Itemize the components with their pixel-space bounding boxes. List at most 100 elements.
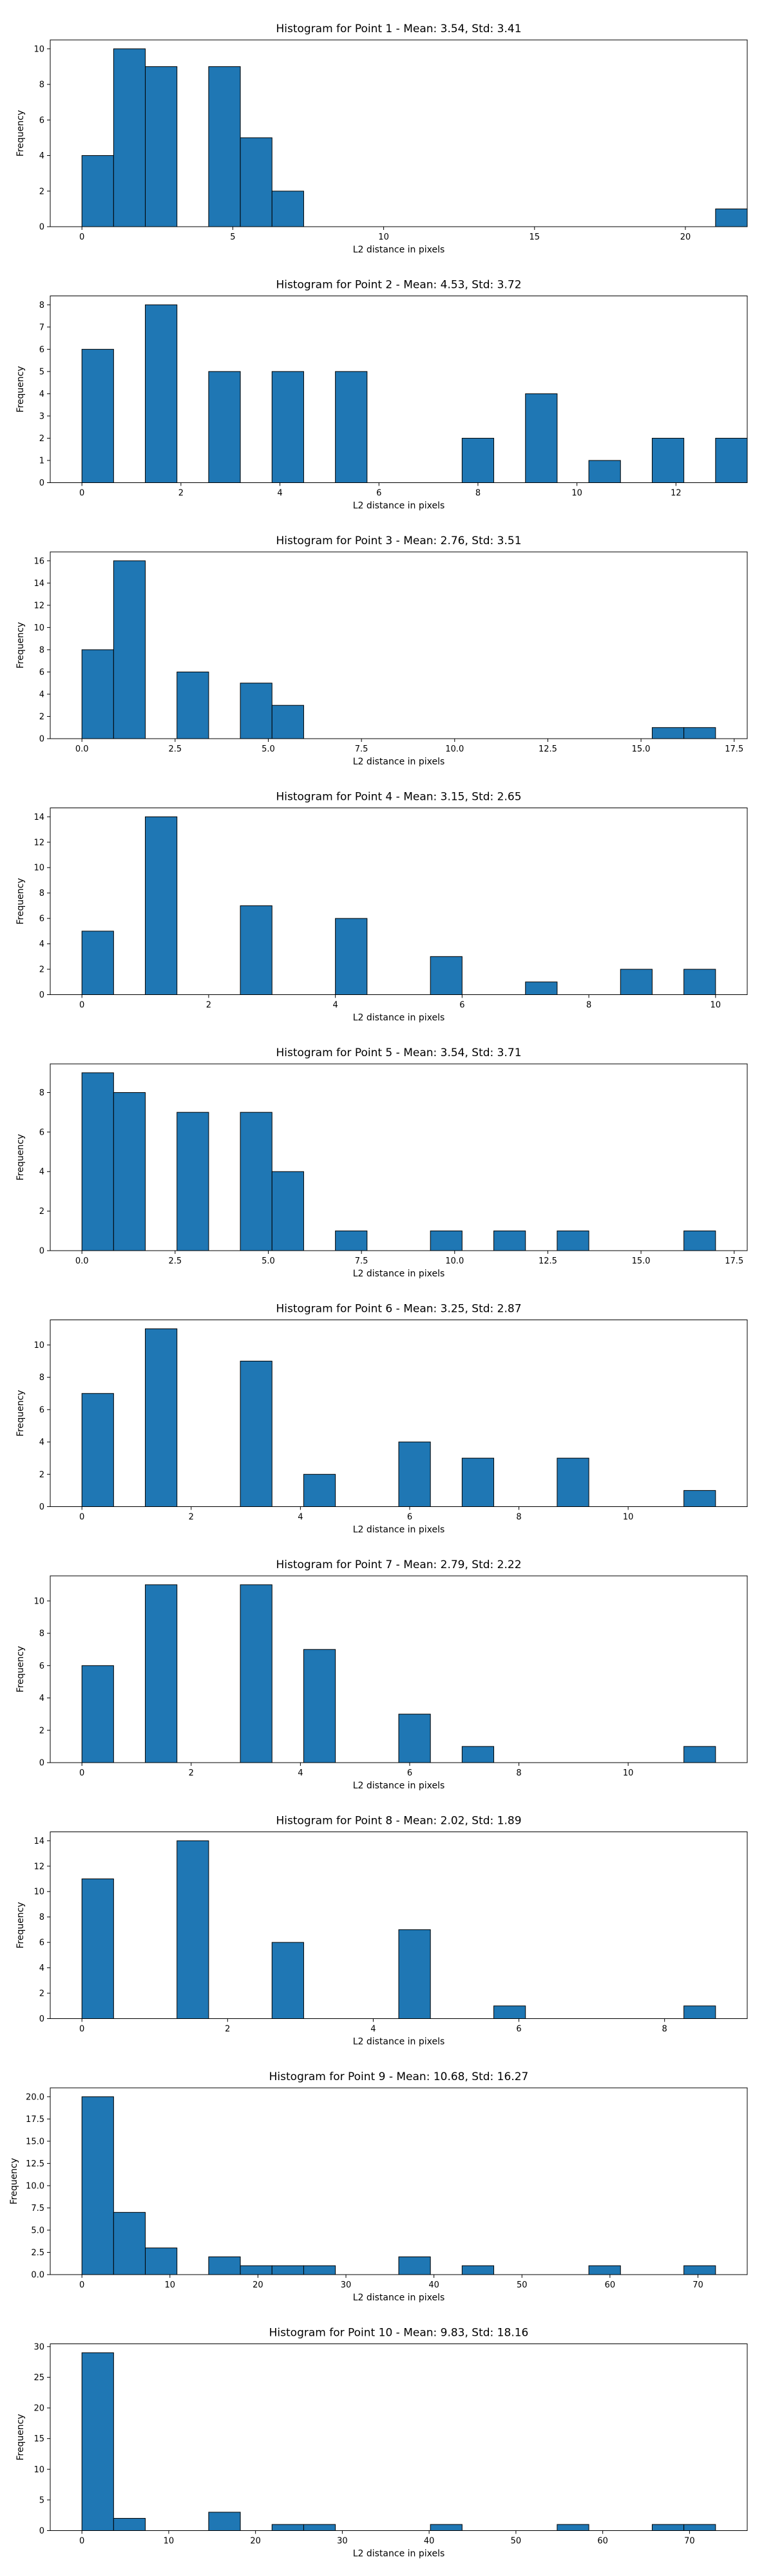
histogram-bar [113, 48, 146, 227]
histogram-bar [683, 2265, 716, 2275]
x-axis-label: L2 distance in pixels [353, 2293, 445, 2303]
x-tick-label: 0 [79, 1001, 84, 1010]
histogram-bar [145, 1328, 178, 1508]
x-tick-label: 0 [79, 232, 84, 242]
chart-panel-7: Histogram for Point 7 - Mean: 2.79, Std:… [15, 1558, 748, 1791]
x-tick-label: 7.5 [355, 744, 368, 754]
x-tick-label: 12.5 [539, 744, 557, 754]
y-tick-label: 10 [33, 1341, 44, 1350]
y-tick-label: 2 [39, 1989, 44, 1999]
histogram-bar [398, 1441, 431, 1508]
y-tick-label: 10 [33, 864, 44, 873]
x-tick-label: 20 [680, 232, 691, 242]
x-tick-label: 70 [684, 2537, 695, 2546]
x-tick-label: 6 [407, 1513, 412, 1522]
y-tick-label: 0 [39, 2526, 44, 2536]
chart-panel-10: Histogram for Point 10 - Mean: 9.83, Std… [15, 2327, 748, 2559]
plot-frame [50, 296, 748, 483]
y-tick-label: 10 [33, 1596, 44, 1606]
chart-title: Histogram for Point 10 - Mean: 9.83, Std… [269, 2327, 529, 2340]
x-tick-label: 10 [623, 1513, 634, 1522]
histogram-bar [715, 437, 748, 484]
histogram-bar [651, 437, 685, 484]
histogram-bar [525, 981, 558, 995]
x-tick-label: 10 [623, 1768, 634, 1778]
histogram-bar [81, 2352, 114, 2532]
x-tick-label: 6 [407, 1768, 412, 1778]
x-tick-label: 30 [337, 2537, 348, 2546]
x-tick-label: 0 [79, 2280, 84, 2290]
x-axis-label: L2 distance in pixels [353, 2037, 445, 2047]
plot-frame [50, 1063, 748, 1251]
plot-frame [50, 1575, 748, 1763]
chart-title: Histogram for Point 2 - Mean: 4.53, Std:… [276, 279, 521, 292]
y-tick-label: 2 [39, 712, 44, 722]
y-tick-label: 6 [39, 345, 44, 355]
histogram-bar [683, 727, 716, 739]
histogram-bar [430, 2524, 463, 2531]
y-tick-label: 8 [39, 889, 44, 898]
plot-frame [50, 2087, 748, 2275]
y-tick-label: 12 [33, 601, 44, 611]
x-axis-label: L2 distance in pixels [353, 1781, 445, 1791]
histogram-bar [557, 1230, 589, 1251]
histogram-bar [588, 2265, 621, 2275]
y-axis-label: Frequency [15, 1646, 26, 1692]
histogram-bar [208, 2256, 241, 2275]
histogram-bar [398, 1929, 431, 2020]
y-tick-label: 8 [39, 1629, 44, 1639]
y-axis-label: Frequency [15, 878, 26, 924]
x-tick-label: 5.0 [262, 1256, 275, 1266]
histogram-bar [145, 66, 178, 227]
y-tick-label: 0 [39, 1247, 44, 1256]
x-tick-label: 10 [571, 489, 582, 498]
y-tick-label: 6 [39, 116, 44, 126]
chart-panel-1: Histogram for Point 1 - Mean: 3.54, Std:… [15, 23, 748, 255]
x-tick-label: 20 [253, 2280, 263, 2290]
y-axis-label: Frequency [15, 1390, 26, 1436]
x-tick-label: 2 [178, 489, 184, 498]
plot-frame [50, 1320, 748, 1507]
plot-frame [50, 1832, 748, 2019]
y-tick-label: 12 [33, 1862, 44, 1871]
y-tick-label: 6 [39, 1405, 44, 1415]
x-tick-label: 6 [376, 489, 381, 498]
x-tick-label: 40 [424, 2537, 435, 2546]
x-tick-label: 8 [475, 489, 481, 498]
histogram-bar [208, 2512, 241, 2531]
y-tick-label: 8 [39, 1088, 44, 1098]
histogram-bar [240, 1584, 272, 1763]
chart-title: Histogram for Point 1 - Mean: 3.54, Std:… [276, 23, 521, 35]
histogram-bar [683, 2524, 716, 2531]
x-tick-label: 4 [298, 1768, 303, 1778]
histogram-bar [461, 1457, 495, 1507]
plot-frame [50, 2344, 748, 2531]
x-tick-label: 7.5 [355, 1256, 368, 1266]
y-tick-label: 6 [39, 1938, 44, 1948]
y-tick-label: 4 [39, 940, 44, 949]
y-tick-label: 5 [39, 2496, 44, 2505]
y-tick-label: 4 [39, 1168, 44, 1177]
x-axis-label: L2 distance in pixels [353, 2549, 445, 2559]
histogram-bar [81, 155, 114, 227]
histogram-bar [113, 1092, 146, 1251]
histogram-bar [493, 1230, 526, 1251]
x-axis-label: L2 distance in pixels [353, 1525, 445, 1535]
plot-frame [50, 551, 748, 739]
y-tick-label: 6 [39, 1128, 44, 1137]
y-axis-label: Frequency [15, 110, 26, 156]
chart-panel-4: Histogram for Point 4 - Mean: 3.15, Std:… [15, 791, 748, 1023]
histogram-bar [461, 437, 495, 484]
x-tick-label: 8 [662, 2025, 667, 2034]
chart-title: Histogram for Point 4 - Mean: 3.15, Std:… [276, 791, 521, 804]
x-tick-label: 17.5 [725, 1256, 743, 1266]
y-tick-label: 0 [39, 2014, 44, 2024]
histogram-bar [145, 304, 178, 483]
x-tick-label: 40 [428, 2280, 439, 2290]
y-tick-label: 14 [33, 813, 44, 822]
x-tick-label: 10.0 [445, 1256, 464, 1266]
x-tick-label: 0 [79, 2537, 84, 2546]
histogram-bar [81, 1665, 114, 1763]
histogram-bar [271, 191, 304, 227]
chart-panel-6: Histogram for Point 6 - Mean: 3.25, Std:… [15, 1303, 748, 1535]
